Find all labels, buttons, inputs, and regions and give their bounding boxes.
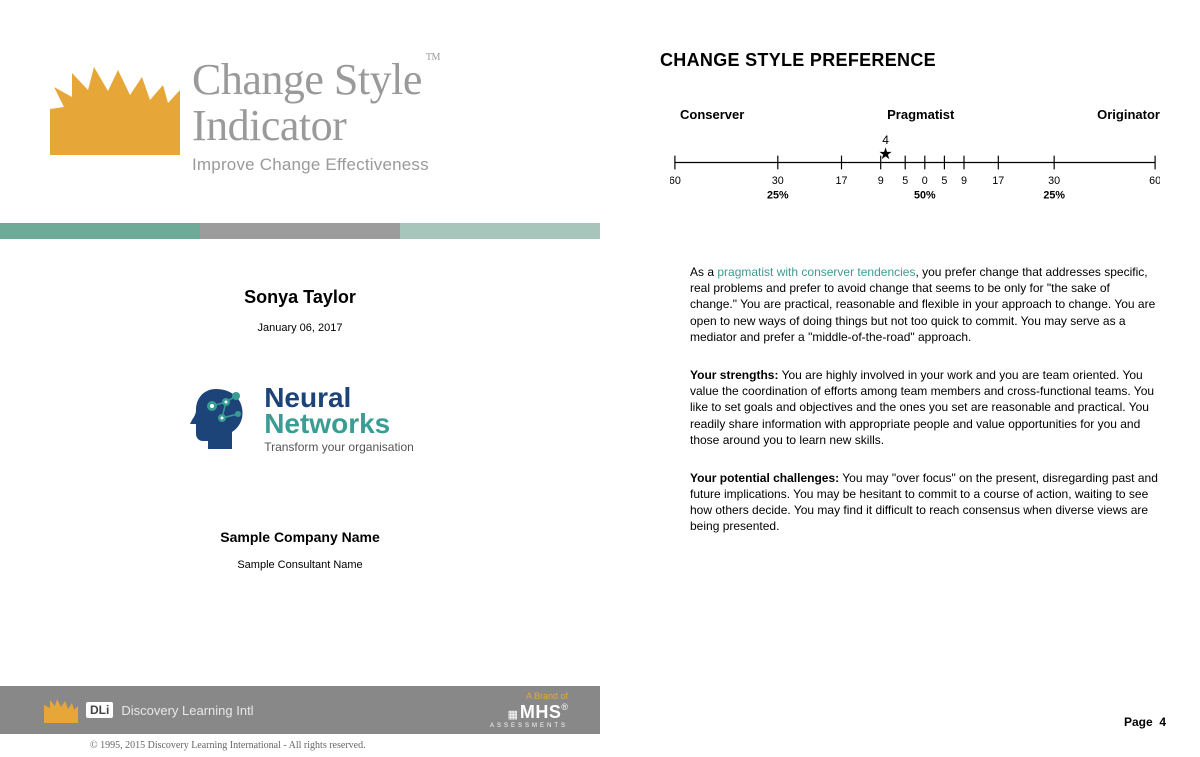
nn-tagline: Transform your organisation	[264, 440, 414, 454]
logo-text: Change StyleTM Indicator Improve Change …	[192, 55, 436, 175]
p1-prefix: As a	[690, 265, 717, 279]
page-num-value: 4	[1159, 715, 1166, 729]
svg-text:0: 0	[922, 175, 928, 187]
page-number: Page 4	[1124, 715, 1166, 729]
svg-text:9: 9	[878, 175, 884, 187]
svg-text:17: 17	[836, 175, 848, 187]
svg-text:50%: 50%	[914, 190, 936, 202]
copyright: © 1995, 2015 Discovery Learning Internat…	[0, 734, 600, 757]
mhs-brand: A Brand of	[490, 691, 568, 701]
svg-text:25%: 25%	[767, 190, 789, 202]
logo-title-line2: Indicator	[192, 101, 346, 150]
nn-text: Neural Networks Transform your organisat…	[264, 385, 414, 454]
dli-badge: DLi	[86, 702, 113, 718]
color-bar	[0, 223, 600, 239]
cover-center: Sonya Taylor January 06, 2017 Neural	[0, 239, 600, 686]
color-seg-1	[0, 223, 200, 239]
mhs-block: A Brand of ▦ MHS® ASSESSMENTS	[490, 691, 568, 729]
mhs-main: MHS	[520, 702, 562, 722]
svg-text:9: 9	[961, 175, 967, 187]
svg-text:17: 17	[992, 175, 1004, 187]
score-marker: 4 ★	[878, 133, 892, 163]
report-date: January 06, 2017	[0, 322, 600, 334]
paragraph-strengths: Your strengths: You are highly involved …	[690, 367, 1160, 448]
nn-title2: Networks	[264, 408, 390, 439]
paragraph-challenges: Your potential challenges: You may "over…	[690, 470, 1160, 535]
svg-text:5: 5	[902, 175, 908, 187]
svg-text:30: 30	[772, 175, 784, 187]
person-name: Sonya Taylor	[0, 287, 600, 308]
svg-text:30: 30	[1048, 175, 1060, 187]
preference-scale: Conserver Pragmatist Originator 4 ★ 60 30…	[670, 107, 1160, 222]
section-heading: CHANGE STYLE PREFERENCE	[660, 50, 1170, 71]
mhs-sub: ASSESSMENTS	[490, 723, 568, 729]
p1-highlight: pragmatist with conserver tendencies	[717, 265, 915, 279]
scale-axis: 60 30 25% 17 9 5 0 50% 5 9 17 30 25% 60	[670, 152, 1160, 222]
p2-label: Your strengths:	[690, 368, 778, 382]
svg-text:60: 60	[1149, 175, 1160, 187]
svg-text:60: 60	[670, 175, 681, 187]
label-pragmatist: Pragmatist	[887, 107, 954, 122]
star-icon: ★	[878, 147, 892, 163]
color-seg-3	[400, 223, 600, 239]
label-conserver: Conserver	[680, 107, 744, 122]
svg-text:5: 5	[941, 175, 947, 187]
p3-label: Your potential challenges:	[690, 471, 839, 485]
csi-logo: Change Style TM Indicator Improve Change …	[50, 55, 560, 175]
report-page: CHANGE STYLE PREFERENCE Conserver Pragma…	[600, 0, 1200, 757]
footer-bar: DLi Discovery Learning Intl A Brand of ▦…	[0, 686, 600, 734]
consultant-name: Sample Consultant Name	[0, 559, 600, 571]
trademark: TM	[426, 52, 440, 63]
sunburst-icon	[50, 55, 180, 155]
scale-category-labels: Conserver Pragmatist Originator	[670, 107, 1160, 122]
logo-block: Change Style TM Indicator Improve Change …	[0, 0, 600, 195]
logo-title-line1: Change Style	[192, 55, 422, 104]
dli-text: Discovery Learning Intl	[121, 703, 253, 718]
label-originator: Originator	[1097, 107, 1160, 122]
mhs-reg: ®	[561, 702, 568, 712]
color-seg-2	[200, 223, 400, 239]
score-value: 4	[878, 133, 892, 147]
svg-text:25%: 25%	[1043, 190, 1065, 202]
logo-subtitle: Improve Change Effectiveness	[192, 155, 436, 175]
paragraph-summary: As a pragmatist with conserver tendencie…	[690, 264, 1160, 345]
dli-sunburst-icon	[44, 697, 78, 723]
cover-page: Change Style TM Indicator Improve Change …	[0, 0, 600, 757]
head-icon	[186, 384, 256, 454]
company-name: Sample Company Name	[0, 529, 600, 545]
dli-block: DLi Discovery Learning Intl	[44, 697, 254, 723]
neural-networks-logo: Neural Networks Transform your organisat…	[0, 384, 600, 454]
page-label: Page	[1124, 715, 1153, 729]
